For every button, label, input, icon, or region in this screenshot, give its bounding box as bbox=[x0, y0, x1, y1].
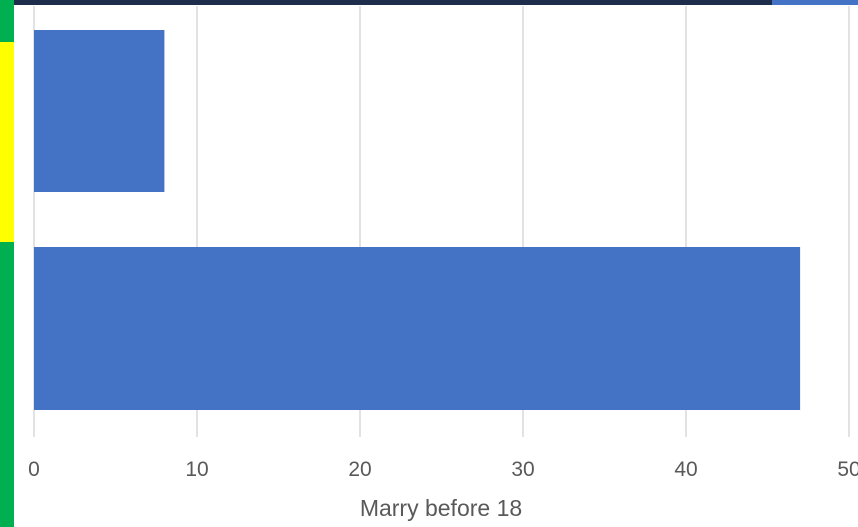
x-tick-labels: 0 10 20 30 40 50 bbox=[28, 458, 858, 481]
bar-1 bbox=[34, 30, 165, 192]
side-strip-top bbox=[0, 0, 14, 42]
bar-2 bbox=[34, 247, 801, 410]
x-tick-label: 40 bbox=[674, 458, 697, 481]
x-tick-label: 30 bbox=[511, 458, 534, 481]
x-tick-label: 0 bbox=[28, 458, 40, 481]
x-tick-label: 10 bbox=[185, 458, 208, 481]
x-axis-title: Marry before 18 bbox=[360, 495, 522, 521]
x-tick-label: 20 bbox=[348, 458, 371, 481]
x-tick-label: 50 bbox=[837, 458, 858, 481]
side-strip-bottom bbox=[0, 242, 14, 527]
top-header-bar bbox=[0, 0, 772, 5]
bars bbox=[34, 30, 801, 410]
top-header-bar-accent bbox=[772, 0, 858, 5]
side-strip-middle bbox=[0, 42, 14, 242]
